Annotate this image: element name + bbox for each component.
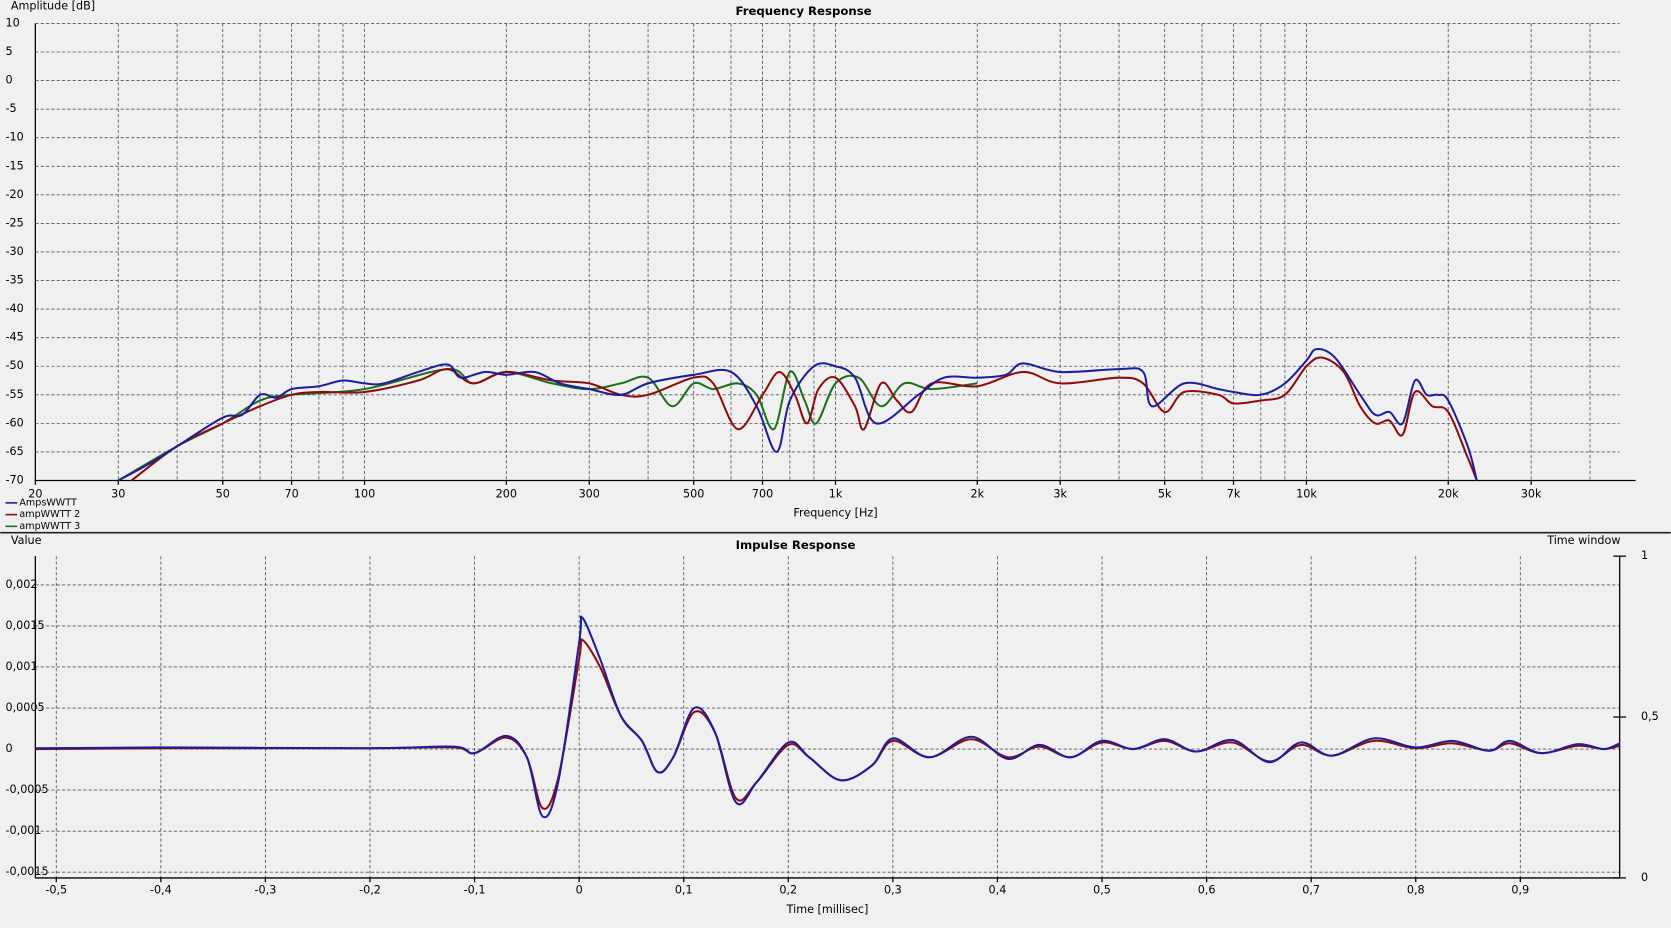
series-line: [117, 368, 978, 482]
x-tick-label: 0,6: [1198, 884, 1216, 897]
y-tick-label: -35: [6, 274, 24, 287]
x-tick-label: 10k: [1296, 487, 1317, 500]
y-tick-label: 0,002: [6, 578, 38, 591]
x-tick-label: 500: [683, 487, 704, 500]
y-tick-label: 0: [6, 742, 13, 755]
y-tick-label: 0,001: [6, 660, 38, 673]
y-tick-label: -0,0005: [6, 783, 49, 796]
legend-label: ampWWTT 2: [19, 509, 80, 520]
x-tick-label: 3k: [1053, 487, 1067, 500]
chart-title: Impulse Response: [736, 538, 856, 552]
x-tick-label: 50: [216, 487, 230, 500]
y-tick-label: 10: [6, 16, 20, 29]
y2-tick-label: 1: [1641, 549, 1648, 562]
chart-panel: Impulse Response Value Time [millisec] 0,00…: [6, 534, 1659, 916]
x-tick-label: 0,2: [779, 884, 797, 897]
x-tick-label: 0,4: [989, 884, 1007, 897]
y-tick-label: -55: [6, 388, 24, 401]
y-tick-label: 0: [6, 74, 13, 87]
y-tick-label: 5: [6, 45, 13, 58]
x-tick-label: -0,1: [464, 884, 486, 897]
x-tick-label: 30k: [1521, 487, 1542, 500]
y-tick-label: -10: [6, 131, 24, 144]
x-tick-label: 70: [284, 487, 298, 500]
x-axis-label: Frequency [Hz]: [793, 507, 877, 520]
legend-label: AmpsWWTT: [19, 497, 77, 508]
y-tick-label: -50: [6, 359, 24, 372]
x-tick-label: 2k: [970, 487, 984, 500]
series-line: [35, 615, 1620, 819]
y-tick-label: -30: [6, 245, 24, 258]
y-tick-label: -70: [6, 474, 24, 487]
x-tick-label: -0,4: [150, 884, 172, 897]
y-axis-label: Value: [11, 534, 42, 547]
y-tick-label: -45: [6, 331, 24, 344]
series-line: [130, 356, 1478, 482]
x-tick-label: 30: [111, 487, 125, 500]
x-tick-label: 0,1: [675, 884, 693, 897]
x-tick-label: 0,3: [884, 884, 902, 897]
x-tick-label: 300: [579, 487, 600, 500]
y-tick-label: -25: [6, 216, 24, 229]
x-tick-label: 0,8: [1407, 884, 1425, 897]
legend-label: ampWWTT 3: [19, 521, 80, 532]
x-tick-label: 0,5: [1093, 884, 1111, 897]
y-tick-label: 0,0015: [6, 619, 45, 632]
x-axis-label: Time [millisec]: [786, 903, 869, 916]
y2-tick-label: 0: [1641, 871, 1648, 884]
x-tick-label: 5k: [1158, 487, 1172, 500]
x-tick-label: 0: [576, 884, 583, 897]
x-tick-label: 20: [28, 487, 42, 500]
y-tick-label: -40: [6, 302, 24, 315]
y-tick-label: -60: [6, 416, 24, 429]
x-tick-label: 700: [752, 487, 773, 500]
x-tick-label: 0,9: [1511, 884, 1529, 897]
y-tick-label: -5: [6, 102, 17, 115]
x-tick-label: 7k: [1227, 487, 1241, 500]
x-tick-label: 1k: [829, 487, 843, 500]
x-tick-label: 0,7: [1302, 884, 1320, 897]
x-tick-label: 200: [496, 487, 517, 500]
y2-axis-label: Time window: [1546, 534, 1620, 547]
x-tick-label: -0,5: [45, 884, 67, 897]
x-tick-label: 100: [354, 487, 375, 500]
chart-panel: Frequency Response Amplitude [dB] Frequenc…: [5, 0, 1636, 532]
series-line: [117, 348, 1478, 482]
y2-tick-label: 0,5: [1641, 710, 1659, 723]
y-tick-label: 0,0005: [6, 701, 45, 714]
y-tick-label: -0,001: [6, 824, 42, 837]
x-tick-label: -0,3: [255, 884, 277, 897]
y-tick-label: -15: [6, 159, 24, 172]
x-tick-label: -0,2: [359, 884, 381, 897]
y-tick-label: -0,0015: [6, 865, 49, 878]
chart-title: Frequency Response: [735, 4, 871, 18]
y-tick-label: -65: [6, 445, 24, 458]
x-tick-label: 20k: [1438, 487, 1459, 500]
y-tick-label: -20: [6, 188, 24, 201]
y-axis-label: Amplitude [dB]: [11, 0, 95, 12]
